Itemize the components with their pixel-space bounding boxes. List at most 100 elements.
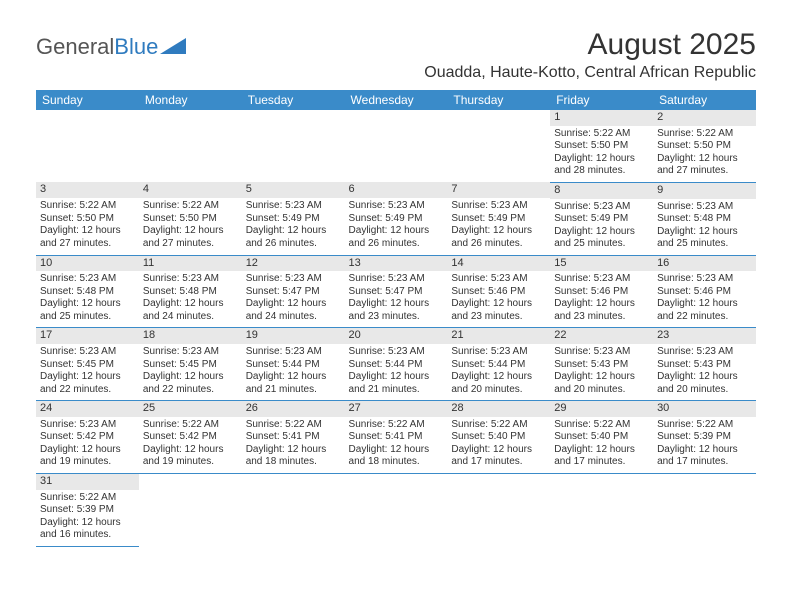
sunset-text: Sunset: 5:49 PM (349, 213, 444, 226)
day-number: 3 (36, 182, 139, 198)
day-number: 17 (36, 328, 139, 344)
day-number: 13 (345, 256, 448, 272)
calendar-cell: 23Sunrise: 5:23 AMSunset: 5:43 PMDayligh… (653, 328, 756, 401)
logo-text-1: General (36, 34, 114, 60)
day-number: 24 (36, 401, 139, 417)
daylight-text: Daylight: 12 hours and 25 minutes. (554, 226, 649, 251)
sunrise-text: Sunrise: 5:22 AM (657, 128, 752, 141)
calendar-cell: 15Sunrise: 5:23 AMSunset: 5:46 PMDayligh… (550, 255, 653, 328)
calendar-cell: 17Sunrise: 5:23 AMSunset: 5:45 PMDayligh… (36, 328, 139, 401)
sunrise-text: Sunrise: 5:23 AM (143, 273, 238, 286)
sunrise-text: Sunrise: 5:23 AM (554, 346, 649, 359)
sunrise-text: Sunrise: 5:23 AM (246, 346, 341, 359)
daylight-text: Daylight: 12 hours and 16 minutes. (40, 517, 135, 542)
sunset-text: Sunset: 5:48 PM (40, 286, 135, 299)
day-number: 14 (447, 256, 550, 272)
day-body: Sunrise: 5:23 AMSunset: 5:49 PMDaylight:… (345, 198, 448, 254)
daylight-text: Daylight: 12 hours and 26 minutes. (246, 225, 341, 250)
day-body: Sunrise: 5:22 AMSunset: 5:40 PMDaylight:… (550, 417, 653, 473)
day-number: 31 (36, 474, 139, 490)
calendar-cell: 27Sunrise: 5:22 AMSunset: 5:41 PMDayligh… (345, 401, 448, 474)
daylight-text: Daylight: 12 hours and 23 minutes. (349, 298, 444, 323)
sunset-text: Sunset: 5:44 PM (451, 359, 546, 372)
sunrise-text: Sunrise: 5:22 AM (554, 419, 649, 432)
sunset-text: Sunset: 5:48 PM (657, 213, 752, 226)
day-header: Saturday (653, 90, 756, 110)
sunset-text: Sunset: 5:40 PM (451, 431, 546, 444)
calendar-cell: 28Sunrise: 5:22 AMSunset: 5:40 PMDayligh… (447, 401, 550, 474)
day-number: 16 (653, 256, 756, 272)
daylight-text: Daylight: 12 hours and 24 minutes. (143, 298, 238, 323)
day-body: Sunrise: 5:23 AMSunset: 5:44 PMDaylight:… (447, 344, 550, 400)
day-body: Sunrise: 5:23 AMSunset: 5:49 PMDaylight:… (447, 198, 550, 254)
calendar-cell: 20Sunrise: 5:23 AMSunset: 5:44 PMDayligh… (345, 328, 448, 401)
sunrise-text: Sunrise: 5:23 AM (451, 273, 546, 286)
calendar-cell (653, 473, 756, 546)
day-body: Sunrise: 5:23 AMSunset: 5:47 PMDaylight:… (345, 271, 448, 327)
day-number: 15 (550, 256, 653, 272)
sunrise-text: Sunrise: 5:23 AM (40, 273, 135, 286)
day-body: Sunrise: 5:23 AMSunset: 5:45 PMDaylight:… (139, 344, 242, 400)
day-body: Sunrise: 5:23 AMSunset: 5:48 PMDaylight:… (653, 199, 756, 255)
calendar-cell: 31Sunrise: 5:22 AMSunset: 5:39 PMDayligh… (36, 473, 139, 546)
daylight-text: Daylight: 12 hours and 19 minutes. (40, 444, 135, 469)
day-number: 7 (447, 182, 550, 198)
sunrise-text: Sunrise: 5:23 AM (246, 200, 341, 213)
calendar-cell (345, 110, 448, 182)
day-number: 11 (139, 256, 242, 272)
calendar-cell (242, 473, 345, 546)
calendar-cell: 24 Sunrise: 5:23 AMSunset: 5:42 PMDayligh… (36, 401, 139, 474)
sunset-text: Sunset: 5:39 PM (40, 504, 135, 517)
daylight-text: Daylight: 12 hours and 25 minutes. (40, 298, 135, 323)
day-number: 27 (345, 401, 448, 417)
calendar-cell (345, 473, 448, 546)
calendar-cell (242, 110, 345, 182)
day-body: Sunrise: 5:23 AMSunset: 5:47 PMDaylight:… (242, 271, 345, 327)
sunset-text: Sunset: 5:42 PM (40, 431, 135, 444)
logo-triangle-icon (160, 38, 186, 54)
day-number: 20 (345, 328, 448, 344)
daylight-text: Daylight: 12 hours and 22 minutes. (657, 298, 752, 323)
day-number: 4 (139, 182, 242, 198)
day-header: Wednesday (345, 90, 448, 110)
daylight-text: Daylight: 12 hours and 22 minutes. (40, 371, 135, 396)
calendar-cell: 1Sunrise: 5:22 AMSunset: 5:50 PMDaylight… (550, 110, 653, 182)
day-body: Sunrise: 5:22 AMSunset: 5:39 PMDaylight:… (36, 490, 139, 546)
calendar-cell (447, 110, 550, 182)
sunset-text: Sunset: 5:45 PM (40, 359, 135, 372)
title-block: August 2025 Ouadda, Haute-Kotto, Central… (424, 28, 756, 82)
sunset-text: Sunset: 5:44 PM (246, 359, 341, 372)
logo-text-2: Blue (114, 34, 158, 60)
day-number: 12 (242, 256, 345, 272)
day-body: Sunrise: 5:22 AMSunset: 5:42 PMDaylight:… (139, 417, 242, 473)
day-number: 22 (550, 328, 653, 344)
daylight-text: Daylight: 12 hours and 20 minutes. (657, 371, 752, 396)
day-body: Sunrise: 5:23 AMSunset: 5:48 PMDaylight:… (36, 271, 139, 327)
sunrise-text: Sunrise: 5:23 AM (554, 201, 649, 214)
day-number: 25 (139, 401, 242, 417)
day-header: Monday (139, 90, 242, 110)
sunset-text: Sunset: 5:46 PM (657, 286, 752, 299)
day-body: Sunrise: 5:23 AMSunset: 5:46 PMDaylight:… (447, 271, 550, 327)
daylight-text: Daylight: 12 hours and 26 minutes. (451, 225, 546, 250)
calendar-week-row: 31Sunrise: 5:22 AMSunset: 5:39 PMDayligh… (36, 473, 756, 546)
daylight-text: Daylight: 12 hours and 19 minutes. (143, 444, 238, 469)
day-body: Sunrise: 5:22 AMSunset: 5:41 PMDaylight:… (345, 417, 448, 473)
sunset-text: Sunset: 5:39 PM (657, 431, 752, 444)
sunset-text: Sunset: 5:50 PM (657, 140, 752, 153)
daylight-text: Daylight: 12 hours and 17 minutes. (554, 444, 649, 469)
day-body: Sunrise: 5:22 AMSunset: 5:50 PMDaylight:… (139, 198, 242, 254)
day-body: Sunrise: 5:23 AMSunset: 5:46 PMDaylight:… (653, 271, 756, 327)
daylight-text: Daylight: 12 hours and 17 minutes. (657, 444, 752, 469)
day-body: Sunrise: 5:23 AMSunset: 5:46 PMDaylight:… (550, 271, 653, 327)
day-header: Thursday (447, 90, 550, 110)
calendar-week-row: 17Sunrise: 5:23 AMSunset: 5:45 PMDayligh… (36, 328, 756, 401)
sunrise-text: Sunrise: 5:23 AM (40, 419, 135, 432)
day-header: Tuesday (242, 90, 345, 110)
calendar-cell: 26Sunrise: 5:22 AMSunset: 5:41 PMDayligh… (242, 401, 345, 474)
daylight-text: Daylight: 12 hours and 26 minutes. (349, 225, 444, 250)
sunset-text: Sunset: 5:48 PM (143, 286, 238, 299)
sunrise-text: Sunrise: 5:23 AM (657, 346, 752, 359)
calendar-week-row: 24Sunrise: 5:23 AMSunset: 5:42 PMDayligh… (36, 401, 756, 474)
sunrise-text: Sunrise: 5:23 AM (349, 346, 444, 359)
